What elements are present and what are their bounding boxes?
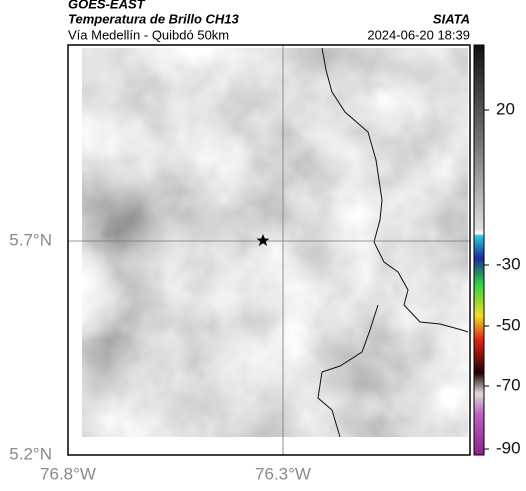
colorbar-tick-label: 20 (496, 99, 515, 118)
colorbar-tick-label: -70 (496, 375, 521, 394)
axis-labels: 5.7°N 5.2°N 76.8°W 76.3°W (9, 230, 311, 483)
colorbar: 20 -30 -50 -70 -90 (473, 44, 521, 457)
location-star (256, 234, 270, 246)
region: Vía Medellín - Quibdó 50km (68, 27, 229, 42)
colorbar-tick-label: -30 (496, 254, 521, 273)
border-line (317, 47, 469, 438)
header: GOES-EAST Temperatura de Brillo CH13 Vía… (68, 0, 470, 42)
source: SIATA (433, 11, 470, 26)
colorbar-scale (473, 44, 485, 456)
longitude-label: 76.8°W (40, 464, 96, 483)
title: GOES-EAST (68, 0, 146, 11)
satellite-image (82, 48, 468, 437)
map-frame (67, 44, 471, 456)
map (67, 44, 471, 456)
timestamp: 2024-06-20 18:39 (367, 27, 470, 42)
subtitle: Temperatura de Brillo CH13 (68, 11, 240, 26)
latitude-label: 5.7°N (9, 230, 52, 249)
colorbar-tick-label: -50 (496, 315, 521, 334)
colorbar-tick-label: -90 (496, 438, 521, 457)
latitude-label: 5.2°N (9, 444, 52, 463)
longitude-label: 76.3°W (255, 464, 311, 483)
